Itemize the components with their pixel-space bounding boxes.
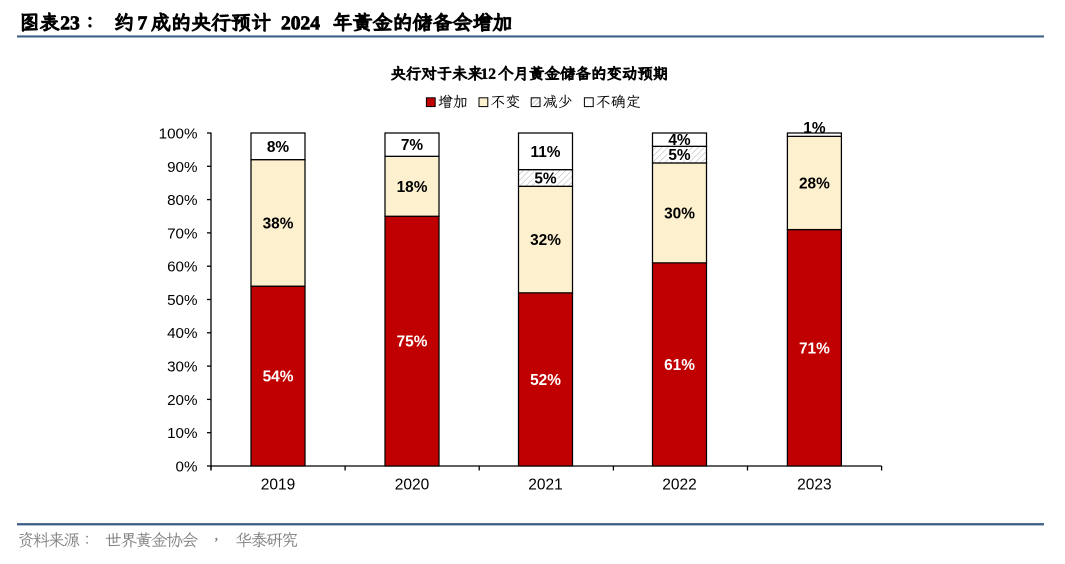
svg-text:2023: 2023	[797, 476, 831, 493]
svg-text:60%: 60%	[167, 259, 197, 276]
svg-text:30%: 30%	[664, 205, 695, 222]
svg-text:54%: 54%	[263, 369, 294, 386]
svg-text:52%: 52%	[530, 372, 561, 389]
svg-text:40%: 40%	[167, 325, 197, 342]
svg-text:75%: 75%	[397, 334, 428, 351]
svg-text:10%: 10%	[167, 425, 197, 442]
svg-text:7%: 7%	[401, 137, 424, 154]
svg-text:18%: 18%	[397, 179, 428, 196]
svg-text:0%: 0%	[176, 458, 198, 475]
svg-text:50%: 50%	[167, 292, 197, 309]
svg-text:70%: 70%	[167, 225, 197, 242]
svg-text:28%: 28%	[799, 175, 830, 192]
svg-text:5%: 5%	[534, 171, 557, 188]
svg-text:2022: 2022	[662, 476, 696, 493]
svg-text:71%: 71%	[799, 340, 830, 357]
svg-text:32%: 32%	[530, 232, 561, 249]
svg-text:80%: 80%	[167, 192, 197, 209]
svg-text:38%: 38%	[263, 215, 294, 232]
svg-text:100%: 100%	[159, 125, 198, 142]
svg-text:2020: 2020	[395, 476, 430, 493]
svg-text:61%: 61%	[664, 357, 695, 374]
svg-text:90%: 90%	[167, 159, 197, 176]
svg-text:5%: 5%	[668, 147, 691, 164]
svg-text:2019: 2019	[261, 476, 295, 493]
svg-text:20%: 20%	[167, 392, 197, 409]
svg-text:11%: 11%	[531, 144, 561, 161]
svg-text:1%: 1%	[803, 120, 826, 137]
svg-text:30%: 30%	[167, 359, 197, 376]
svg-text:4%: 4%	[668, 132, 691, 149]
svg-text:2021: 2021	[528, 476, 562, 493]
svg-text:8%: 8%	[267, 139, 290, 156]
